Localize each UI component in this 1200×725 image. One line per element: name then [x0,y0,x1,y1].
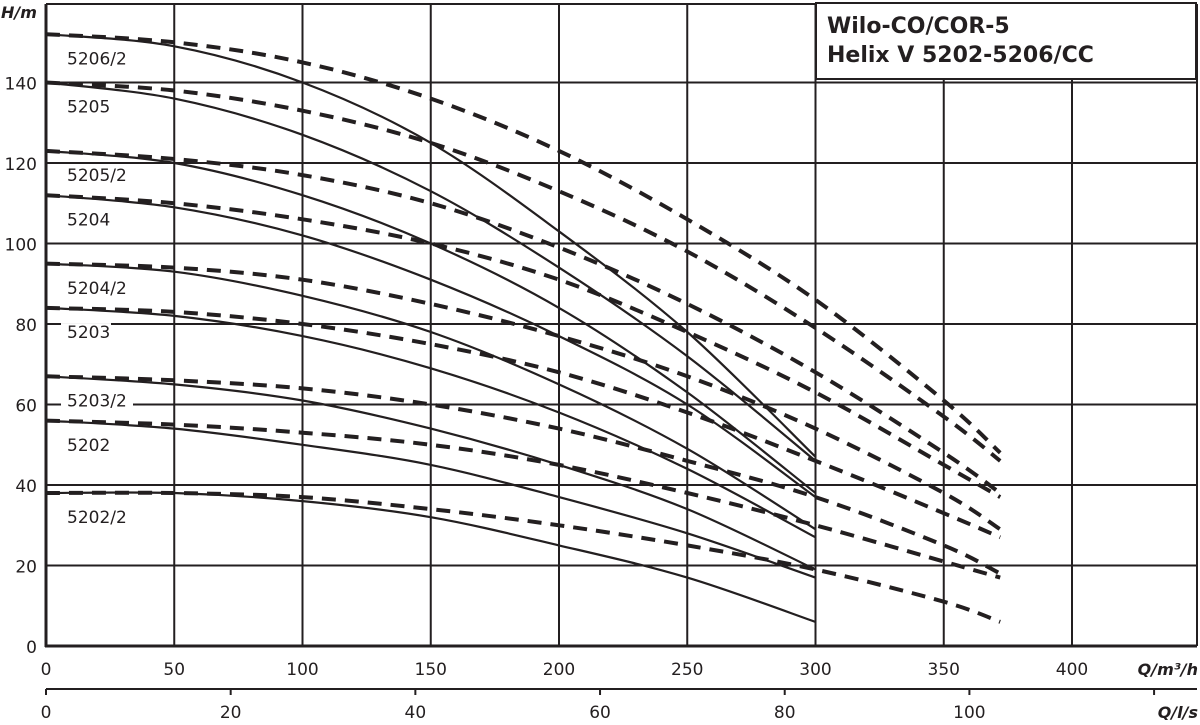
y-tick-label: 20 [15,558,37,578]
y-tick-label: 40 [15,477,37,497]
y-tick-label: 120 [5,155,37,175]
curve-label: 5206/2 [67,49,127,69]
curve-5205-dashed [45,80,1002,463]
curve-5202-2-dashed [45,490,1001,624]
x-tick-label: 0 [41,660,52,680]
x-tick-label: 200 [543,660,575,680]
curve-5204-2-dashed [45,261,1002,531]
curve-label: 5205/2 [67,166,127,186]
curve-5202-solid [45,419,816,579]
curve-label: 5204 [67,210,110,230]
x2-axis-title: Q/l/s [1158,703,1198,722]
y-tick-label: 80 [15,316,37,336]
x-tick-label: 150 [415,660,447,680]
curve-label: 5203 [67,323,110,343]
y-axis-title: H/m [1,3,37,22]
x-tick-label: 250 [671,660,703,680]
curve-5203-dashed [45,305,1001,540]
curve-5206-2-solid [45,33,817,458]
curve-label: 5205 [67,98,110,118]
x2-tick-label: 40 [405,703,427,723]
x2-tick-label: 80 [774,703,796,723]
x2-tick-label: 60 [589,703,611,723]
y-tick-label: 100 [5,236,37,256]
y-tick-label: 0 [26,638,37,658]
pump-curves [45,32,1002,624]
curve-5204-solid [45,194,817,498]
chart-title-line1: Wilo-CO/COR-5 [827,14,1010,39]
curve-5202-dashed [45,418,1001,580]
curve-5205-2-dashed [45,148,1002,495]
chart-title-box: Wilo-CO/COR-5 Helix V 5202-5206/CC [815,2,1197,80]
curve-5204-2-solid [45,262,817,531]
curve-label: 5204/2 [67,279,127,299]
curve-5204-dashed [45,193,1002,499]
curve-label: 5203/2 [67,391,127,411]
curve-5203-solid [45,306,817,539]
curve-label: 5202 [67,436,110,456]
x-tick-label: 50 [163,660,185,680]
curve-5206-2-dashed [45,32,1002,455]
curve-labels: 5206/2 5205 5205/2 5204 5204/2 5203 5203/2 5202… [61,49,133,528]
chart-title-line2: Helix V 5202-5206/CC [827,43,1094,68]
curve-5205-solid [45,81,817,462]
grid [45,3,1198,647]
y-tick-label: 140 [5,75,37,95]
x-tick-label: 350 [928,660,960,680]
x2-tick-label: 0 [41,703,52,723]
x-axis-title: Q/m³/h [1138,660,1198,679]
curve-5205-2-solid [45,149,817,494]
curve-label-bg [61,166,133,183]
curve-label-bg [61,323,111,340]
x2-tick-label: 100 [953,703,985,723]
curve-5203-2-solid [45,375,816,571]
y-tick-label: 60 [15,397,37,417]
curve-5203-2-dashed [45,374,1002,576]
x-tick-label: 300 [799,660,831,680]
x2-tick-label: 20 [220,703,242,723]
x-tick-label: 400 [1056,660,1088,680]
x-tick-label: 100 [286,660,318,680]
curve-label: 5202/2 [67,508,127,528]
curve-label-bg [61,391,133,408]
